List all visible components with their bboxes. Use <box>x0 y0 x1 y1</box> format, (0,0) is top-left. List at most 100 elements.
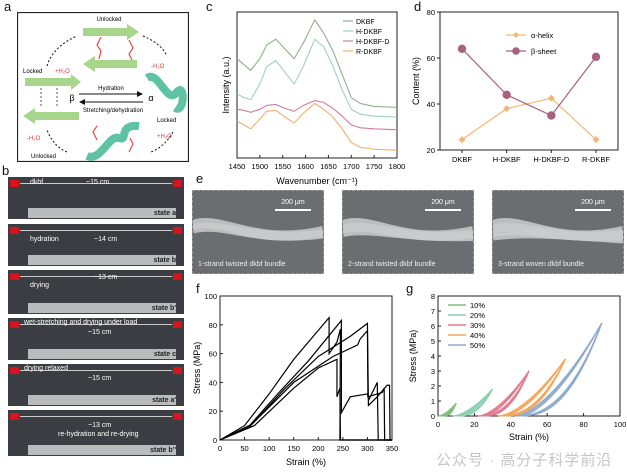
data-point-beta-sheet <box>457 44 467 53</box>
stretching-label: Stretching/dehydration <box>83 108 143 114</box>
fiber-line <box>20 183 172 184</box>
x-tick-label: 1450 <box>229 162 246 171</box>
y-tick-label: 60 <box>209 350 217 359</box>
fiber-strand <box>343 227 473 242</box>
photo-caption: re-hydration and re-drying <box>58 431 139 438</box>
side-chain <box>96 36 102 60</box>
stress-strain-curve-5 <box>219 358 392 441</box>
data-point-alpha-helix <box>547 94 555 102</box>
scale-bar: 200 μm <box>275 199 311 211</box>
hysteresis-loop-10pct <box>444 402 457 417</box>
plot-frame <box>236 11 398 159</box>
scale-bar-line <box>275 209 311 211</box>
photo-caption: hydration <box>30 236 59 243</box>
y-tick-label: 100 <box>204 292 217 301</box>
beta-strand-arrow <box>23 108 79 124</box>
x-tick-label: 1750 <box>366 162 383 171</box>
data-point-alpha-helix <box>592 136 600 144</box>
scale-bar-line <box>575 209 611 211</box>
hysteresis-loop-40pct <box>504 358 566 417</box>
photo-state-label: state a' <box>152 397 176 404</box>
plot-frame <box>219 295 393 441</box>
photo-state: wet-stretching and drying under load ~15 … <box>8 318 184 360</box>
ruler <box>28 395 176 405</box>
plot-frame <box>439 11 619 151</box>
beta-strand-arrow <box>83 56 137 72</box>
cycle-arrow <box>46 35 78 67</box>
unlocked-top-label: Unlocked <box>96 17 121 23</box>
hysteresis-loop-30pct <box>484 370 530 417</box>
beta-strand-arrow <box>25 74 81 90</box>
y-tick-label: 80 <box>209 321 217 330</box>
backward-arrowhead <box>79 99 85 105</box>
chart-f-stress-strain: 0 20 40 60 80 100 0 50 100 150 200 250 300 350 Strain … <box>192 292 398 467</box>
hysteresis-loop-50pct <box>520 322 603 417</box>
photo-length: ~13 cm <box>94 274 118 281</box>
y-tick-label: 20 <box>209 407 217 416</box>
panel-label-f: f <box>196 281 200 296</box>
y-axis-label: Stress (MPa) <box>408 330 418 383</box>
beta-symbol: β <box>69 93 74 103</box>
clip-right <box>173 321 182 328</box>
photo-length: ~15 cm <box>88 375 112 382</box>
photo-state: drying ~13 cm state b' <box>8 270 184 314</box>
y-tick-label: 80 <box>427 8 435 17</box>
data-point-beta-sheet <box>502 90 511 100</box>
legend-label: β-sheet <box>531 47 557 56</box>
ruler <box>28 208 176 218</box>
y-tick-label: 1 <box>431 397 435 406</box>
x-tick-label: 50 <box>240 444 248 453</box>
clip-right <box>173 413 182 420</box>
sem-image: 200 μm 2-strand twisted dkbf bundle <box>342 190 474 274</box>
fiber-bundle-graphic <box>193 218 323 241</box>
fiber-bundle-graphic <box>493 218 623 244</box>
sem-image: 200 μm 3-strand woven dkbf bundle <box>492 190 624 274</box>
ruler <box>28 445 176 455</box>
fiber-line <box>20 276 172 277</box>
y-tick-label: 20 <box>427 146 435 155</box>
scale-bar-label: 200 μm <box>431 199 455 206</box>
photo-length: ~14 cm <box>94 236 118 243</box>
x-tick-label: 80 <box>579 420 587 429</box>
photo-state-label: state b' <box>151 305 176 312</box>
x-tick-label: 1500 <box>252 162 269 171</box>
clip-left <box>10 413 19 420</box>
photo-state: drying relaxed ~15 cm state a' <box>8 364 184 406</box>
x-tick-label: 100 <box>614 420 627 429</box>
legend-label: 20% <box>470 311 485 320</box>
x-tick-label: 1650 <box>320 162 337 171</box>
clip-right <box>173 227 182 234</box>
legend-label: DKBF <box>356 19 375 26</box>
legend-label: 50% <box>470 341 485 350</box>
alpha-symbol: α <box>148 93 153 103</box>
photo-state-label: state b <box>153 257 176 264</box>
photo-state-label: state b'' <box>150 447 176 454</box>
photo-state: dkbf ~15 cm state a <box>8 177 184 219</box>
x-tick-label: 1800 <box>389 162 406 171</box>
plus-water-label-2: +H₂O <box>157 134 172 140</box>
y-tick-label: 7 <box>431 307 435 316</box>
series-line-dkbf <box>236 18 398 108</box>
x-axis-label: Strain (%) <box>286 457 326 467</box>
x-tick-label: H-DKBF <box>493 155 521 164</box>
series-line-h-dkbf-d <box>236 99 398 131</box>
x-tick-label: 1700 <box>343 162 360 171</box>
y-tick-label: 0 <box>431 412 435 421</box>
photo-length: ~15 cm <box>88 329 112 336</box>
y-tick-label: 40 <box>427 100 435 109</box>
x-tick-label: 300 <box>361 444 374 453</box>
x-tick-label: DKBF <box>452 155 472 164</box>
legend-label: 10% <box>470 301 485 310</box>
sem-caption: 2-strand twisted dkbf bundle <box>348 261 436 268</box>
panel-label-g: g <box>406 281 414 296</box>
stress-strain-curve-3 <box>219 322 392 441</box>
y-tick-label: 0 <box>213 436 217 445</box>
y-tick-label: 60 <box>427 54 435 63</box>
x-tick-label: 0 <box>436 420 440 429</box>
x-tick-label: 100 <box>263 444 276 453</box>
photo-caption: dkbf <box>30 179 44 186</box>
clip-right <box>173 273 182 280</box>
y-axis-label: Intensity (a.u.) <box>221 56 231 113</box>
panel-label-c: c <box>206 0 213 14</box>
scale-bar-label: 200 μm <box>281 199 305 206</box>
